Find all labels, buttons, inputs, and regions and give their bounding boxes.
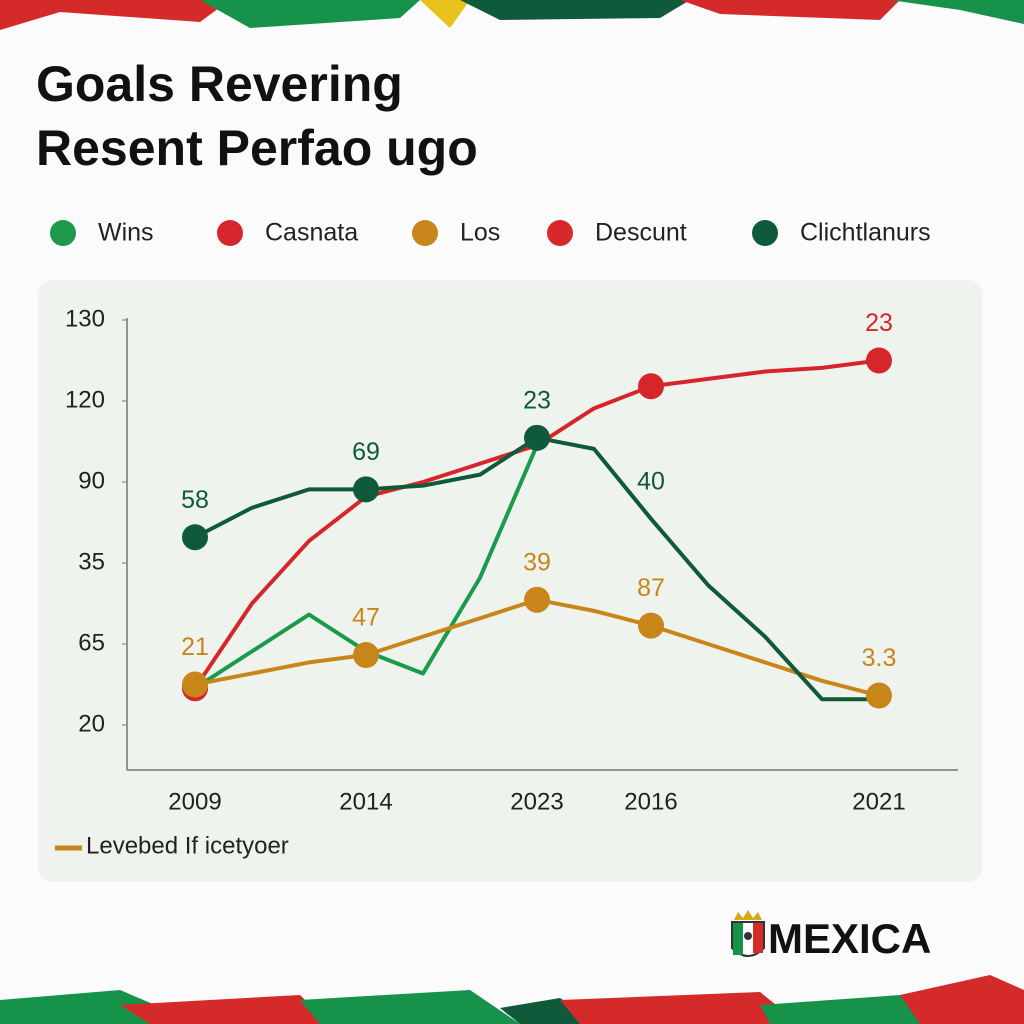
chart-title: Resent Perfao ugo (36, 120, 478, 176)
legend-marker (217, 220, 243, 246)
data-point (524, 586, 550, 613)
legend-marker (50, 220, 76, 246)
footer-legend-label: Levebed If icetyoer (86, 832, 289, 859)
data-point (866, 347, 892, 374)
x-tick-label: 2021 (852, 788, 905, 815)
x-tick-label: 2016 (624, 788, 677, 815)
chart-title: Goals Revering (36, 56, 403, 112)
y-tick-label: 130 (65, 305, 105, 332)
data-annotation: 3.3 (862, 644, 897, 672)
legend-label: Casnata (265, 219, 358, 247)
x-tick-label: 2014 (339, 788, 392, 815)
x-tick-label: 2009 (168, 788, 221, 815)
data-point (638, 612, 664, 639)
data-annotation: 39 (523, 548, 551, 576)
legend-label: Clichtlanurs (800, 219, 931, 247)
data-point (524, 424, 550, 451)
data-annotation: 69 (352, 438, 380, 466)
plot-panel (38, 280, 982, 882)
data-point (182, 671, 208, 698)
data-point (638, 373, 664, 400)
data-point (353, 476, 379, 503)
legend-label: Descunt (595, 219, 687, 247)
data-point (353, 642, 379, 669)
y-tick-label: 120 (65, 386, 105, 413)
legend-label: Wins (98, 219, 154, 247)
y-tick-label: 90 (78, 467, 105, 494)
legend-marker (412, 220, 438, 246)
data-annotation: 23 (523, 386, 551, 414)
legend-marker (752, 220, 778, 246)
data-annotation: 40 (637, 467, 665, 495)
bottom-decoration (0, 975, 1024, 1024)
legend-marker (547, 220, 573, 246)
y-tick-label: 35 (78, 548, 105, 575)
data-point (182, 524, 208, 551)
data-annotation: 58 (181, 486, 209, 514)
y-tick-label: 65 (78, 629, 105, 656)
x-tick-label: 2023 (510, 788, 563, 815)
data-annotation: 87 (637, 574, 665, 602)
data-annotation: 21 (181, 633, 209, 661)
data-point (866, 682, 892, 709)
legend-label: Los (460, 219, 500, 247)
top-decoration (0, 0, 1024, 30)
data-annotation: 23 (865, 309, 893, 337)
brand-text: MEXICA (768, 915, 931, 962)
data-annotation: 47 (352, 604, 380, 632)
brand-logo (731, 910, 765, 957)
y-tick-label: 20 (78, 710, 105, 737)
